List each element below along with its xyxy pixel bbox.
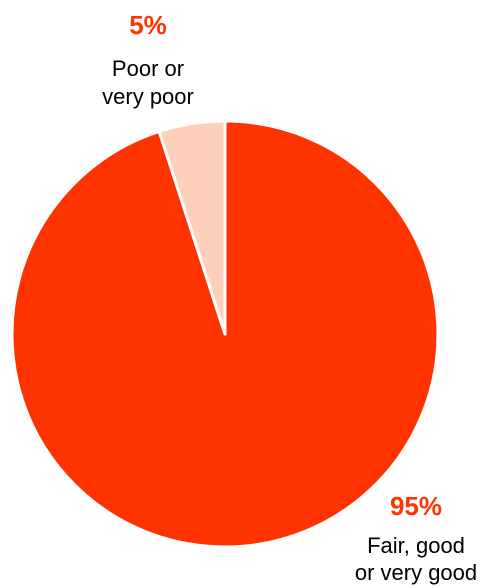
slice-0-value-label: 95%: [390, 491, 442, 521]
slice-1-label-line-2: very poor: [102, 84, 194, 109]
slice-1-label-line-1: Poor or: [112, 56, 184, 81]
slice-0-label-line-2: or very good: [355, 560, 477, 585]
slice-1-value-label: 5%: [129, 10, 167, 40]
pie-slice-1: [157, 119, 227, 336]
slice-0-label-line-1: Fair, good: [367, 533, 465, 558]
pie-slices: [10, 119, 440, 549]
